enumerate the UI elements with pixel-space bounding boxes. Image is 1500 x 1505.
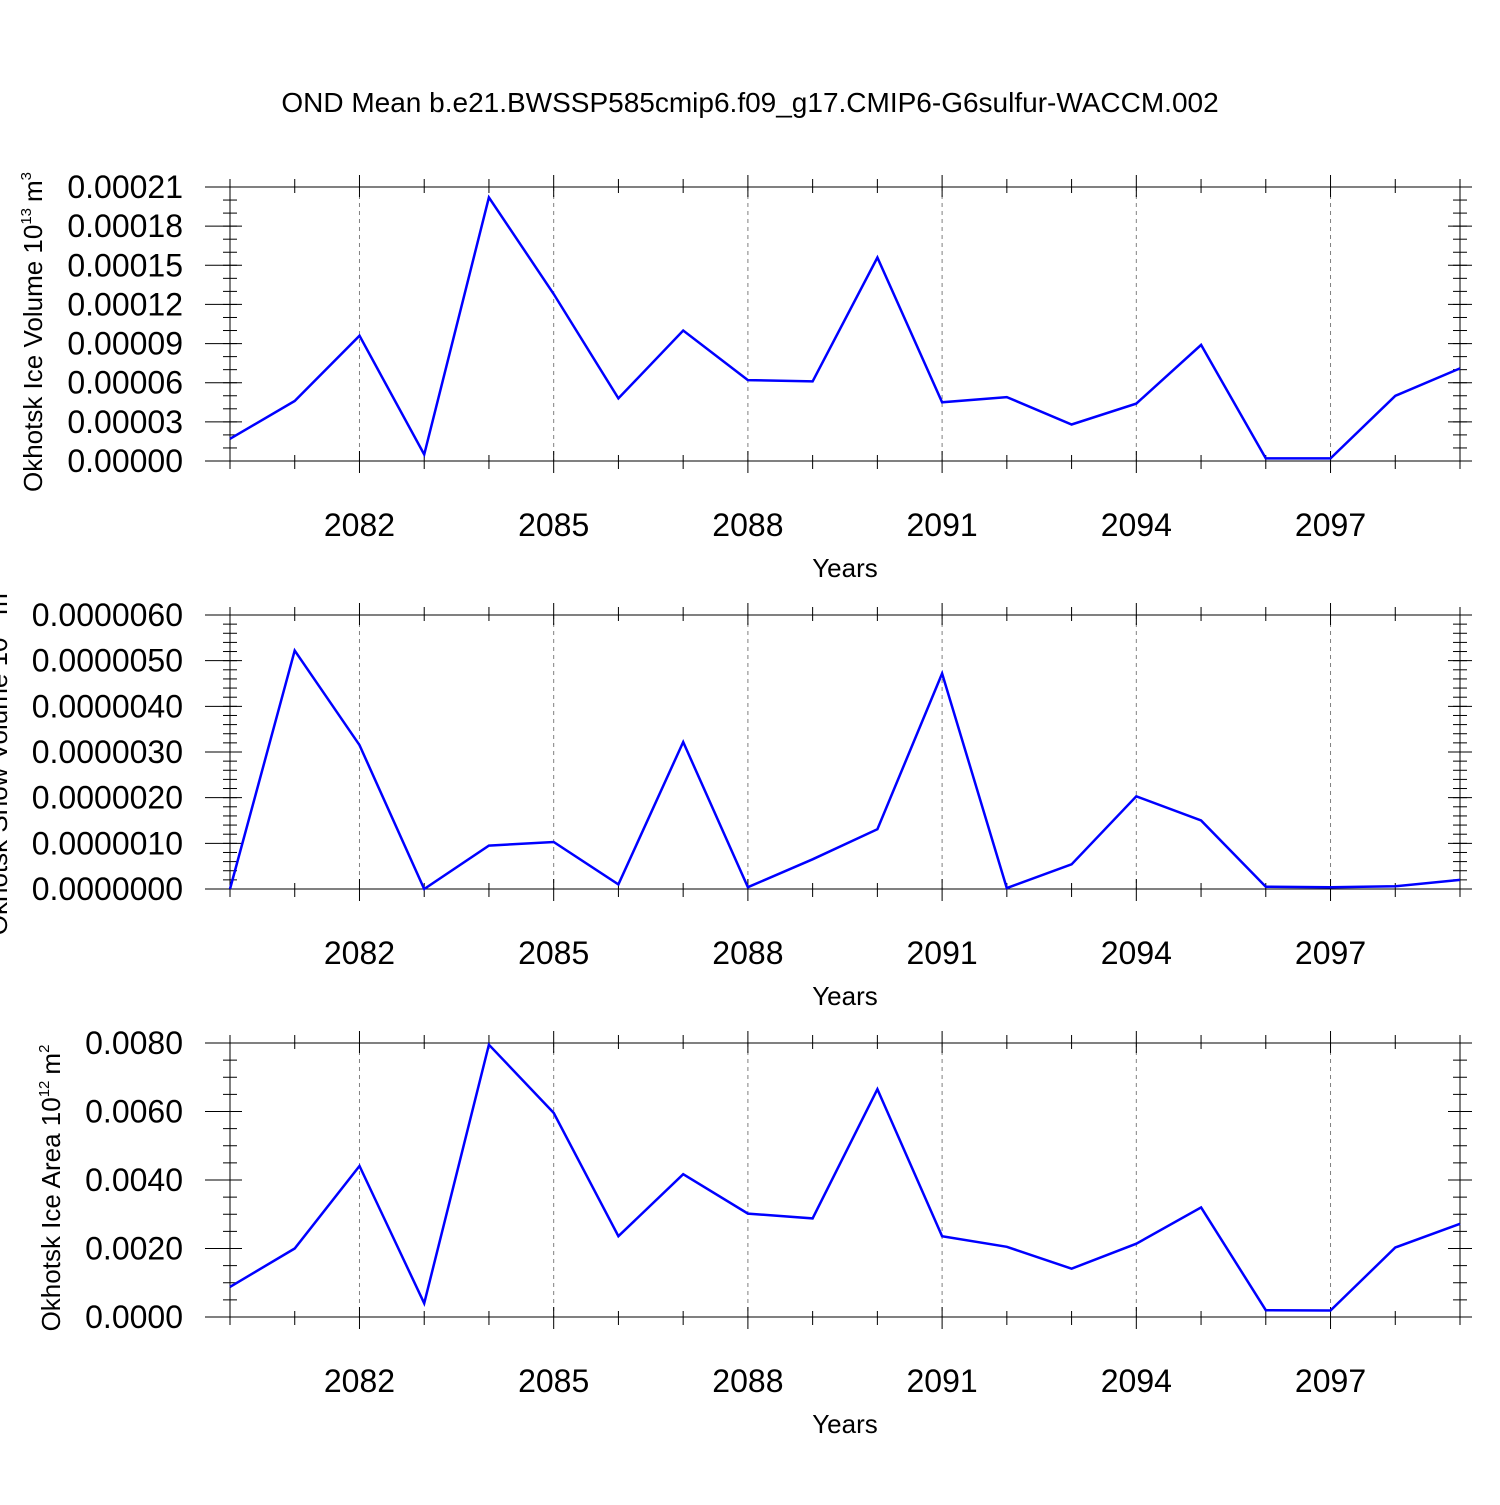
x-axis-label: Years [812, 553, 878, 583]
y-axis-label-unit: m [18, 180, 48, 202]
y-tick-label: 0.0060 [85, 1094, 183, 1130]
series-line [229, 194, 1461, 460]
y-axis-label-exponent: 12 [36, 1081, 53, 1098]
y-tick-label: 0.0000030 [32, 734, 183, 770]
x-tick-label: 2094 [1101, 935, 1172, 971]
chart-title: OND Mean b.e21.BWSSP585cmip6.f09_g17.CMI… [281, 87, 1218, 118]
x-tick-label: 2082 [324, 935, 395, 971]
y-tick-label: 0.00015 [67, 247, 183, 283]
x-tick-label: 2097 [1295, 935, 1366, 971]
y-axis-label-unit: m [0, 593, 13, 615]
y-axis-label-unit: m [36, 1053, 66, 1075]
x-axis-label: Years [812, 981, 878, 1011]
y-axis-label-text: Okhotsk Snow Volume 10 [0, 637, 13, 935]
x-tick-label: 2097 [1295, 507, 1366, 543]
y-tick-label: 0.00018 [67, 208, 183, 244]
series-line [229, 1042, 1461, 1312]
x-tick-label: 2094 [1101, 507, 1172, 543]
x-tick-label: 2097 [1295, 1363, 1366, 1399]
x-tick-label: 2082 [324, 507, 395, 543]
y-tick-label: 0.0000020 [32, 780, 183, 816]
y-tick-label: 0.0000 [85, 1299, 183, 1335]
x-tick-label: 2085 [518, 1363, 589, 1399]
series-line [228, 647, 1461, 891]
y-axis-label-unit-exponent: 3 [18, 172, 35, 180]
y-axis-label-unit-exponent: 2 [36, 1045, 53, 1053]
y-axis-label: Okhotsk Ice Area 1012 m2 [36, 1045, 66, 1332]
y-tick-label: 0.0000000 [32, 871, 183, 907]
y-tick-label: 0.00009 [67, 326, 183, 362]
x-tick-label: 2088 [712, 1363, 783, 1399]
y-axis-label: Okhotsk Snow Volume 1013m3 [0, 585, 13, 935]
y-axis-label-text: Okhotsk Ice Volume 10 [18, 225, 48, 492]
y-tick-label: 0.0000060 [32, 597, 183, 633]
y-tick-label: 0.00012 [67, 286, 183, 322]
x-tick-label: 2088 [712, 507, 783, 543]
y-tick-label: 0.00000 [67, 443, 183, 479]
y-tick-label: 0.0000050 [32, 643, 183, 679]
y-tick-label: 0.00006 [67, 365, 183, 401]
plot-frame [229, 186, 1461, 462]
y-tick-label: 0.0080 [85, 1025, 183, 1061]
y-tick-label: 0.0040 [85, 1162, 183, 1198]
x-tick-label: 2091 [907, 1363, 978, 1399]
x-tick-label: 2094 [1101, 1363, 1172, 1399]
plot-frame [229, 1042, 1461, 1318]
panel-1: 0.000000.000030.000060.000090.000120.000… [18, 169, 1472, 583]
y-axis-label: Okhotsk Ice Volume 1013 m3 [18, 172, 48, 492]
x-tick-label: 2091 [907, 507, 978, 543]
x-tick-label: 2088 [712, 935, 783, 971]
y-tick-label: 0.0000010 [32, 825, 183, 861]
y-tick-label: 0.0000040 [32, 688, 183, 724]
x-tick-label: 2091 [907, 935, 978, 971]
x-tick-label: 2085 [518, 507, 589, 543]
panel-2: 0.0000000 0.0000010 0.0000020 0.0000030 0.00… [0, 585, 1472, 1011]
x-axis-label: Years [812, 1409, 878, 1439]
y-axis-label-exponent: 13 [18, 208, 35, 225]
x-tick-label: 2085 [518, 935, 589, 971]
x-tick-label: 2082 [324, 1363, 395, 1399]
y-tick-label: 0.00003 [67, 404, 183, 440]
panel-3: 0.0000 0.0020 0.0040 0.0060 0.0080 2082 2085 20… [36, 1025, 1472, 1439]
y-tick-label: 0.0020 [85, 1231, 183, 1267]
y-tick-label: 0.00021 [67, 169, 183, 205]
y-axis-label-text: Okhotsk Ice Area 10 [36, 1097, 66, 1331]
plot-frame [229, 614, 1461, 890]
